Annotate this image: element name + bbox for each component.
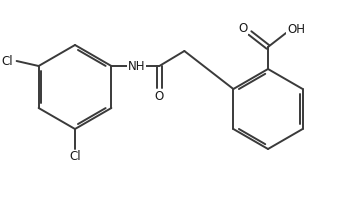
Text: OH: OH xyxy=(287,22,305,35)
Text: O: O xyxy=(238,21,248,34)
Text: NH: NH xyxy=(128,59,145,72)
Text: Cl: Cl xyxy=(69,151,81,164)
Text: O: O xyxy=(155,89,164,102)
Text: Cl: Cl xyxy=(2,55,13,68)
